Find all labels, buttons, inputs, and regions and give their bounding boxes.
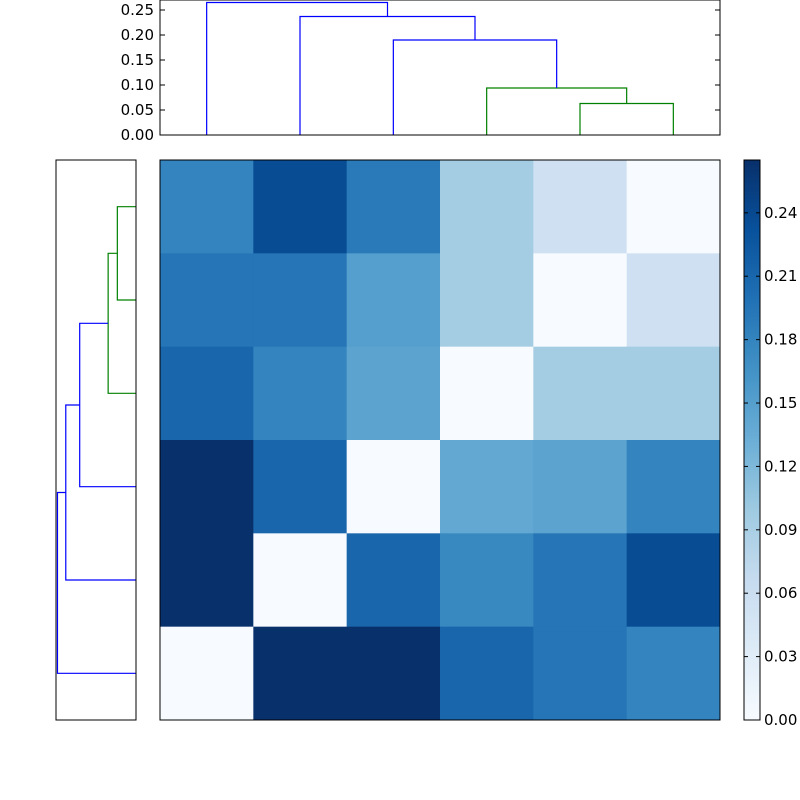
left-dendrogram-frame [55,159,137,721]
heatmap-cell-r3-c0 [160,440,254,534]
heatmap-cell-r0-c3 [440,160,534,254]
heatmap-cell-r4-c2 [346,533,441,628]
heatmap-cell-r1-c4 [533,253,628,348]
heatmap-cell-r3-c3 [440,440,534,534]
heatmap-cell-r1-c5 [626,253,721,348]
heatmap-cell-r2-c0 [160,346,254,441]
heatmap-cell-r2-c2 [346,346,441,441]
heatmap-cell-r0-c4 [533,160,628,254]
colorbar-tick-label: 0.15 [764,394,797,412]
colorbar-tick-label: 0.03 [764,648,797,666]
colorbar-tick-label: 0.18 [764,331,797,349]
heatmap-cell-r4-c4 [533,533,628,628]
top-dendrogram-link-4 [206,1,389,135]
heatmap-cell-r5-c3 [440,626,534,721]
heatmap-cell-r4-c5 [626,533,721,628]
left-dendrogram-links [56,206,136,674]
colorbar-tick-label: 0.06 [764,584,797,602]
heatmap-cell-r1-c3 [440,253,534,348]
heatmap-cell-r0-c1 [253,160,348,254]
heatmap-cell-r4-c1 [253,533,348,628]
top-dendrogram-panel: 0.00 0.05 0.10 0.15 0.20 0.25 [121,0,721,144]
left-dendrogram-link-4 [56,491,136,674]
top-y-tick-label: 0.10 [121,76,154,94]
colorbar-gradient [744,160,760,720]
top-dendrogram-y-ticks: 0.00 0.05 0.10 0.15 0.20 0.25 [121,1,720,144]
heatmap-cell-r2-c4 [533,346,628,441]
left-dendrogram-link-3 [65,404,136,581]
heatmap-cell-r3-c2 [346,440,441,534]
heatmap-cell-r5-c2 [346,626,441,721]
heatmap-cell-r0-c5 [626,160,721,254]
heatmap-cell-r2-c3 [440,346,534,441]
heatmap-cell-r2-c5 [626,346,721,441]
colorbar-tick-label: 0.21 [764,267,797,285]
top-dendrogram-links [206,1,674,135]
heatmap-panel [159,159,721,721]
heatmap-cell-r3-c4 [533,440,628,534]
colorbar-tick-label: 0.24 [764,204,797,222]
heatmap-cells [160,160,721,721]
heatmap-cell-r5-c4 [533,626,628,721]
heatmap-cell-r1-c1 [253,253,348,348]
colorbar-ticks: 0.00 0.03 0.06 0.09 0.12 0.15 0.18 0.21 0.24 [744,204,797,729]
colorbar-tick-label: 0.12 [764,457,797,475]
top-y-tick-label: 0.25 [121,1,154,19]
top-y-tick-label: 0.05 [121,101,154,119]
left-dendrogram-panel [55,159,137,721]
heatmap-cell-r5-c5 [626,626,721,721]
heatmap-cell-r4-c3 [440,533,534,628]
colorbar-panel: 0.00 0.03 0.06 0.09 0.12 0.15 0.18 0.21 0.24 [743,159,797,729]
heatmap-cell-r1-c2 [346,253,441,348]
top-y-tick-label: 0.00 [121,126,154,144]
heatmap-cell-r0-c0 [160,160,254,254]
top-y-tick-label: 0.20 [121,26,154,44]
heatmap-cell-r2-c1 [253,346,348,441]
heatmap-cell-r3-c5 [626,440,721,534]
heatmap-cell-r5-c0 [160,626,254,721]
top-dendrogram-frame [159,0,721,136]
heatmap-cell-r4-c0 [160,533,254,628]
top-y-tick-label: 0.15 [121,51,154,69]
heatmap-cell-r5-c1 [253,626,348,721]
colorbar-frame [743,159,761,721]
heatmap-cell-r1-c0 [160,253,254,348]
colorbar-tick-label: 0.00 [764,711,797,729]
heatmap-cell-r0-c2 [346,160,441,254]
colorbar-tick-label: 0.09 [764,521,797,539]
heatmap-frame [159,159,721,721]
heatmap-cell-r3-c1 [253,440,348,534]
